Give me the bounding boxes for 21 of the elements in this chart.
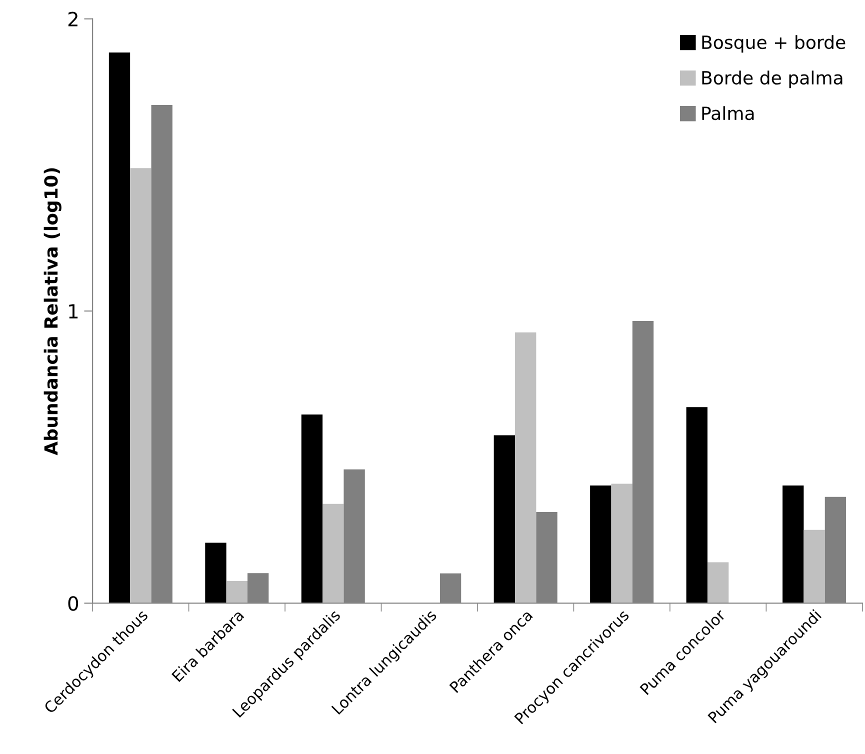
bar: [301, 414, 323, 604]
bar: [515, 332, 536, 604]
bar: [782, 485, 804, 604]
bar: [130, 168, 152, 604]
y-tick-label: 2: [68, 12, 78, 26]
bar: [707, 562, 729, 604]
legend-label: Bosque + borde: [702, 35, 846, 53]
legend-label: Palma: [702, 106, 754, 120]
bar: [686, 407, 708, 604]
bar: [322, 504, 344, 604]
bar: [226, 580, 248, 604]
bar: [804, 530, 825, 604]
bar: [205, 542, 226, 604]
bar: [590, 485, 612, 604]
y-axis-title: Abundancia Relativa (log10): [44, 168, 62, 456]
y-tick-label: 0: [68, 596, 78, 611]
y-tick-label: 1: [69, 304, 78, 318]
bar: [494, 435, 516, 604]
legend-label: Borde de palma: [702, 70, 842, 88]
bar: [611, 484, 632, 604]
bar: [108, 52, 130, 604]
